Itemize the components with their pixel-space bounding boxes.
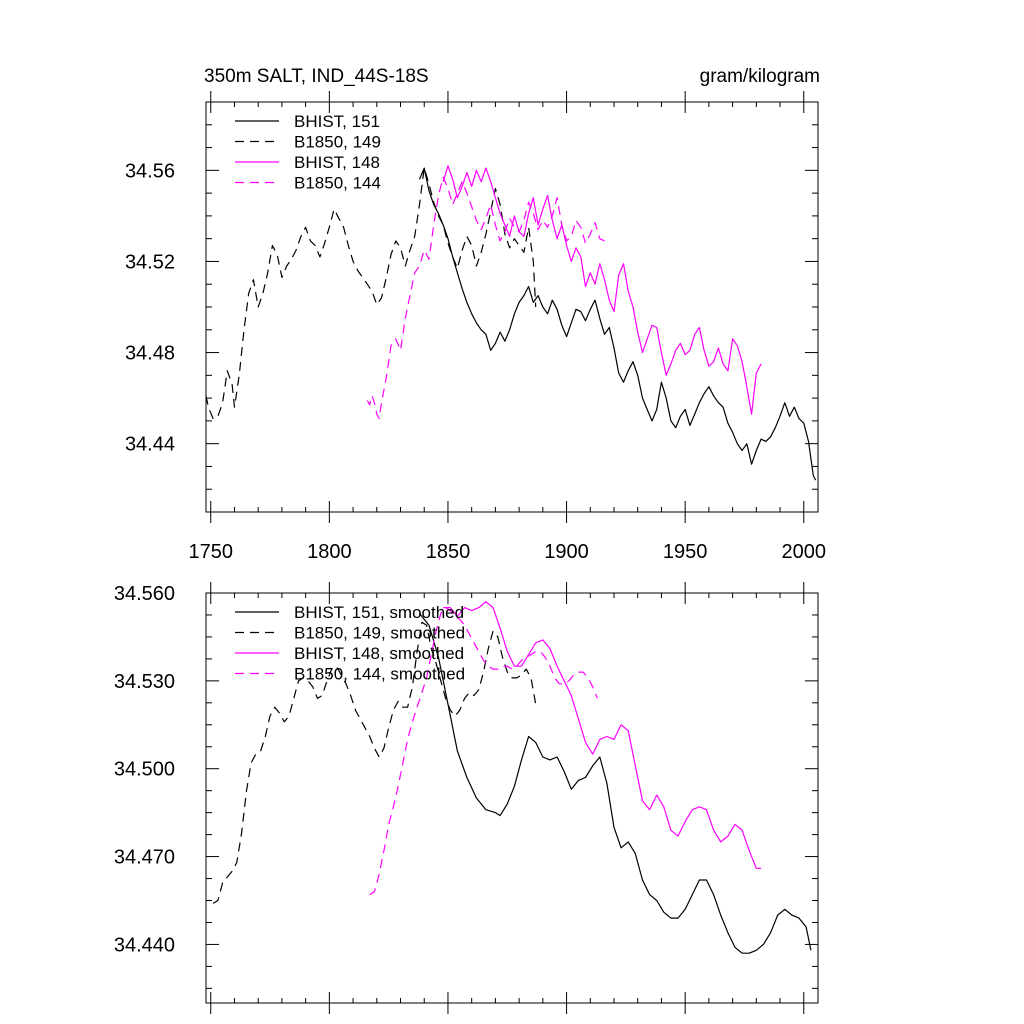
panel-1-legend-label-1: BHIST, 151 [294, 112, 380, 131]
panel-1-y-tick-label: 34.48 [125, 343, 175, 365]
panel-1-x-tick-label: 1800 [307, 541, 352, 563]
panel-1-y-tick-label: 34.52 [125, 251, 175, 273]
panel-2-series-2 [212, 621, 537, 904]
panel-1-legend-label-2: B1850, 149 [294, 133, 381, 152]
panel-1-series-4 [366, 176, 605, 420]
panel-2-y-tick-label: 34.500 [114, 759, 175, 781]
panel-1-x-tick-label: 1950 [663, 541, 708, 563]
panel-2-legend-label-4: B1850, 144, smoothed [294, 665, 465, 684]
panel-2: 34.440 34.470 34.500 34.530 34.560 BHIST, 151… [114, 582, 819, 1014]
panel-1-legend-label-3: BHIST, 148 [294, 153, 380, 172]
panel-2-series-3 [443, 601, 762, 869]
panel-1-title: 350m SALT, IND_44S-18S [204, 66, 429, 87]
panel-2-y-tick-label: 34.560 [114, 583, 175, 605]
panel-1-series-1 [418, 167, 817, 481]
panel-2-series-1 [419, 613, 812, 954]
panel-2-frame [205, 592, 819, 1004]
panel-2-legend-label-3: BHIST, 148, smoothed [294, 644, 464, 663]
panel-1-y-tick-label: 34.44 [125, 434, 175, 456]
panel-2-legend-label-2: B1850, 149, smoothed [294, 624, 465, 643]
panel-1-legend-label-4: B1850, 144 [294, 174, 381, 193]
panel-2-series-4 [369, 607, 598, 896]
panel-1-x-tick-label: 1850 [426, 541, 471, 563]
panel-1-series-3 [442, 165, 762, 415]
panel-1-units: gram/kilogram [700, 66, 820, 87]
panel-1-series-2 [206, 167, 537, 420]
panel-1-x-tick-label: 2000 [782, 541, 827, 563]
panel-1: 1750 1800 1850 1900 1950 2000 34.44 34.48 34.52 3… [125, 66, 826, 563]
panel-2-y-tick-label: 34.530 [114, 671, 175, 693]
panel-1-y-tick-label: 34.56 [125, 160, 175, 182]
panel-2-y-tick-label: 34.440 [114, 934, 175, 956]
panel-1-x-tick-label: 1900 [544, 541, 589, 563]
panel-1-x-tick-label: 1750 [188, 541, 233, 563]
panel-2-legend-label-1: BHIST, 151, smoothed [294, 603, 464, 622]
panel-2-y-tick-label: 34.470 [114, 847, 175, 869]
